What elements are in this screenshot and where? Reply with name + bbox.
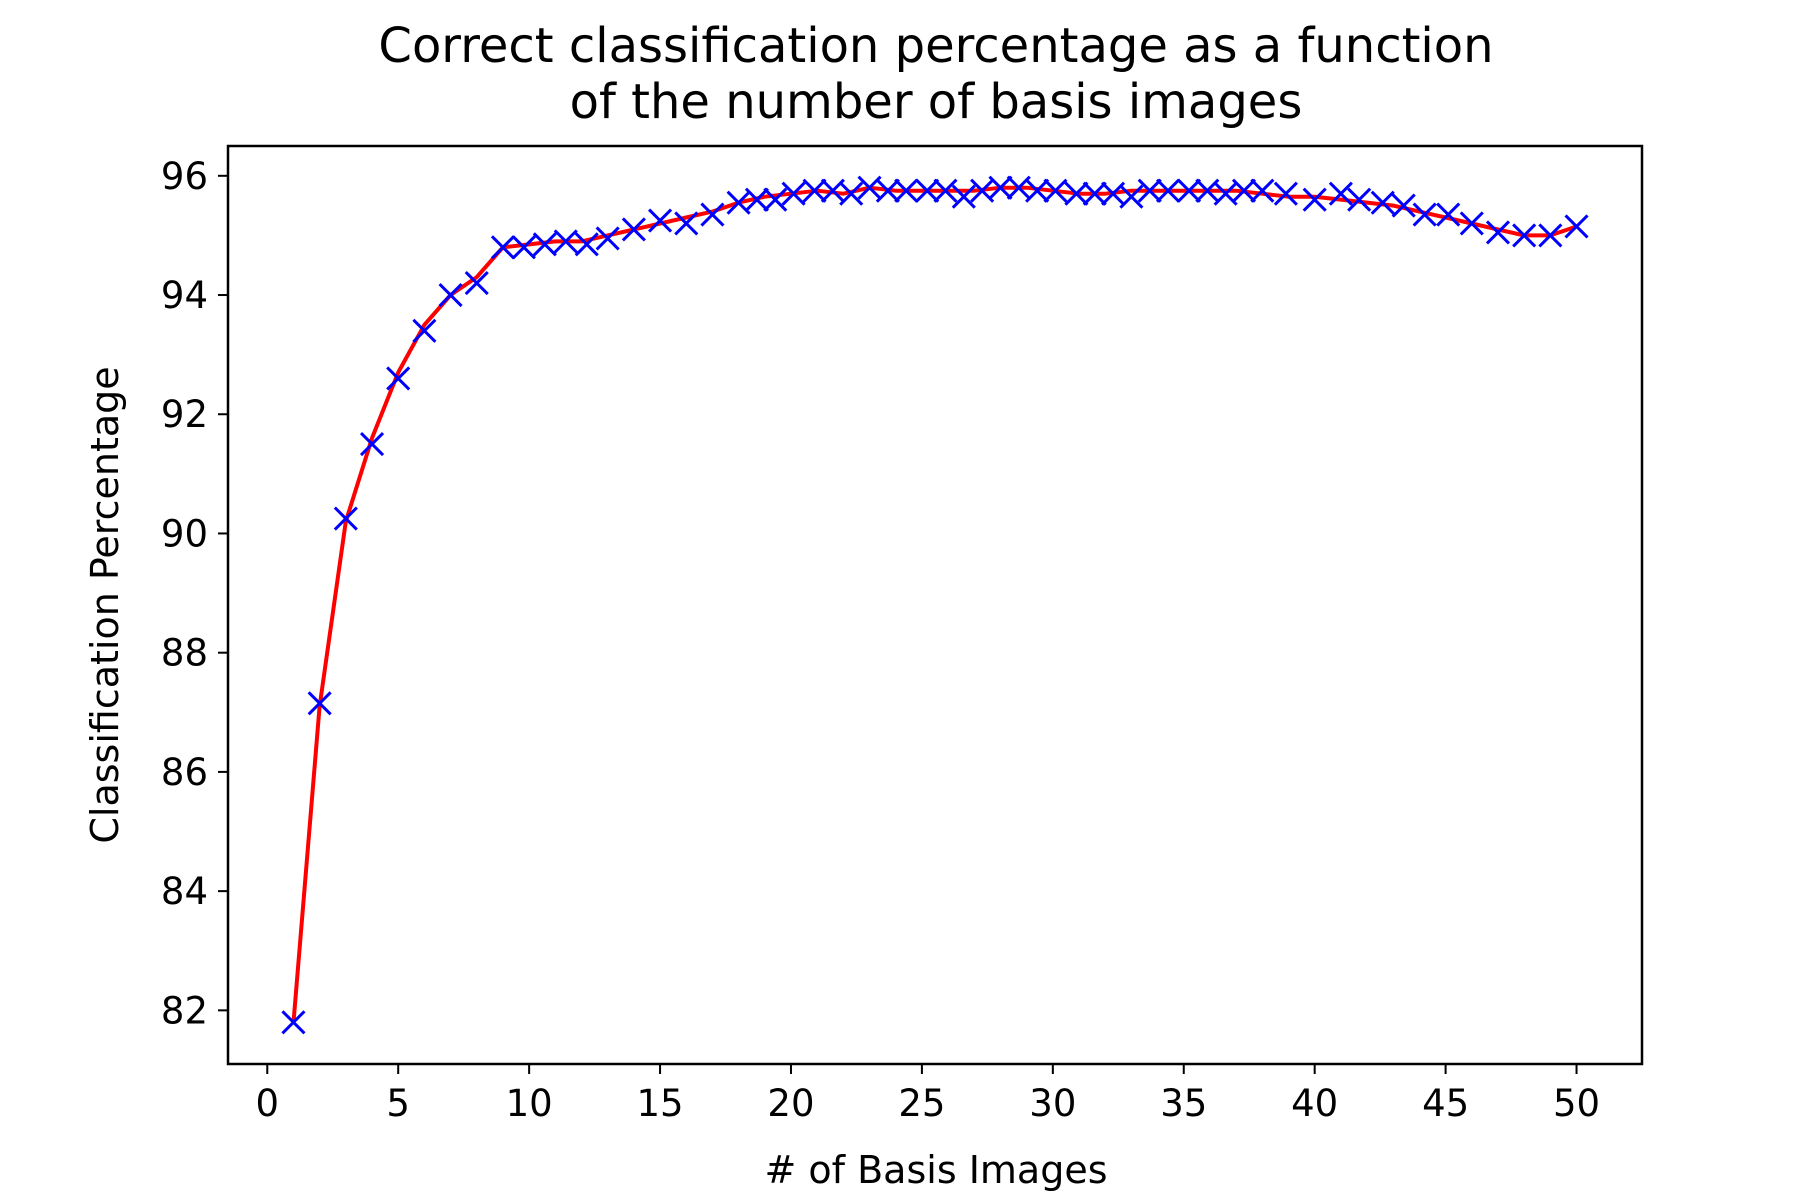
data-point-marker (1302, 187, 1327, 212)
x-axis-ticks: 0 5 10 15 20 25 30 35 40 45 50 (256, 1064, 1600, 1125)
x-tick-label: 10 (506, 1082, 553, 1125)
y-tick-label: 82 (161, 989, 208, 1032)
series-markers (281, 175, 1589, 1035)
data-point-marker (621, 217, 646, 242)
data-point-marker (1137, 178, 1162, 203)
data-point-marker (1391, 193, 1416, 218)
data-point-marker (574, 232, 599, 257)
data-point-marker (281, 1010, 306, 1035)
data-point-marker (412, 318, 437, 343)
y-tick-label: 92 (161, 393, 208, 436)
y-tick-label: 96 (161, 155, 208, 198)
y-axis-label: Classification Percentage (83, 366, 127, 843)
x-axis-label: # of Basis Images (764, 1148, 1107, 1192)
data-point-marker (1436, 202, 1461, 227)
x-tick-label: 15 (637, 1082, 684, 1125)
data-point-marker (1250, 178, 1275, 203)
data-point-marker (1176, 178, 1202, 203)
x-tick-label: 35 (1160, 1082, 1207, 1125)
data-point-marker (1043, 178, 1068, 203)
data-point-marker (744, 187, 770, 212)
data-point-marker (511, 235, 536, 260)
data-point-marker (647, 208, 673, 233)
y-axis-ticks: 82 84 86 88 90 92 94 96 (161, 155, 228, 1032)
y-tick-label: 94 (161, 274, 208, 317)
data-point-marker (532, 232, 557, 257)
data-point-marker (595, 226, 620, 251)
data-point-marker (1370, 190, 1395, 215)
data-point-marker (553, 229, 578, 254)
data-point-marker (763, 187, 788, 212)
x-tick-label: 50 (1553, 1082, 1600, 1125)
x-tick-label: 20 (767, 1082, 814, 1125)
data-point-marker (674, 211, 699, 236)
y-tick-label: 86 (161, 751, 208, 794)
data-point-marker (988, 175, 1013, 200)
x-tick-label: 0 (256, 1082, 280, 1125)
data-point-marker (359, 431, 385, 457)
data-point-marker (1485, 220, 1511, 245)
data-point-marker (1512, 223, 1537, 248)
plot-area: 0 5 10 15 20 25 30 35 40 45 50 82 84 86 88 90 92 94 96 (161, 144, 1644, 1125)
data-point-marker (1538, 223, 1563, 248)
data-point-marker (1564, 214, 1589, 239)
data-point-marker (1064, 181, 1089, 206)
data-point-marker (1231, 178, 1257, 203)
chart-title-line-1: Correct classification percentage as a f… (378, 18, 1493, 74)
data-point-marker (894, 178, 919, 203)
data-point-marker (1347, 187, 1372, 212)
data-point-marker (781, 181, 806, 206)
data-point-marker (1412, 202, 1437, 227)
data-point-marker (700, 202, 725, 227)
x-tick-label: 40 (1291, 1082, 1338, 1125)
data-point-marker (386, 366, 411, 391)
chart-title-line-2: of the number of basis images (570, 74, 1303, 130)
data-point-marker (307, 691, 332, 716)
y-tick-label: 84 (161, 870, 208, 913)
y-tick-label: 88 (161, 632, 208, 675)
data-point-marker (333, 506, 358, 531)
x-tick-label: 45 (1422, 1082, 1469, 1125)
data-point-marker (802, 178, 827, 203)
data-point-marker (1273, 181, 1298, 206)
x-tick-label: 30 (1029, 1082, 1076, 1125)
data-point-marker (490, 235, 516, 260)
y-tick-label: 90 (161, 512, 208, 555)
data-point-marker (933, 178, 958, 203)
data-point-marker (438, 282, 463, 308)
chart-title: Correct classification percentage as a f… (378, 18, 1493, 130)
data-point-marker (839, 181, 864, 206)
x-tick-label: 5 (386, 1082, 410, 1125)
data-point-marker (1328, 181, 1353, 206)
plot-frame (226, 144, 1644, 1066)
data-point-marker (1082, 181, 1107, 206)
data-point-marker (1459, 211, 1484, 236)
data-point-marker (464, 271, 489, 296)
data-point-marker (1119, 184, 1144, 209)
data-point-marker (1155, 178, 1181, 203)
data-point-marker (951, 184, 976, 209)
data-point-marker (875, 178, 900, 203)
data-point-marker (915, 178, 940, 203)
x-tick-label: 25 (898, 1082, 945, 1125)
data-point-marker (1025, 178, 1050, 203)
